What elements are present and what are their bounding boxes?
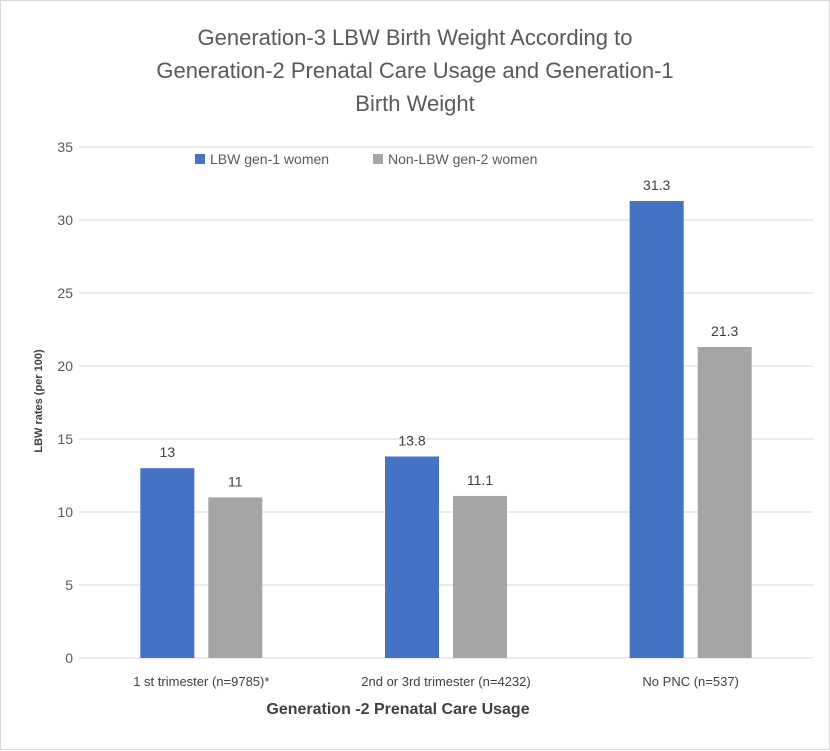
chart-title-line-3: Birth Weight — [355, 91, 474, 116]
legend: LBW gen-1 women Non-LBW gen-2 women — [195, 151, 537, 167]
bar-non-lbw-gen2-2 — [697, 347, 752, 658]
legend-swatch-1 — [373, 154, 383, 164]
chart-title-line-2: Generation-2 Prenatal Care Usage and Gen… — [156, 58, 673, 83]
data-label: 11 — [228, 473, 243, 489]
x-category-label: 1 st trimester (n=9785)* — [133, 674, 269, 689]
legend-label-1: Non-LBW gen-2 women — [388, 151, 537, 167]
y-tick-label: 10 — [57, 504, 73, 520]
x-category-label: No PNC (n=537) — [642, 674, 738, 689]
bar-non-lbw-gen2-1 — [453, 495, 507, 658]
data-label: 21.3 — [711, 323, 738, 339]
y-tick-label: 35 — [57, 139, 73, 155]
data-label: 11.1 — [467, 472, 493, 488]
x-axis-categories: 1 st trimester (n=9785)* 2nd or 3rd trime… — [133, 674, 739, 689]
y-tick-label: 15 — [57, 431, 73, 447]
y-tick-label: 25 — [57, 285, 73, 301]
legend-swatch-0 — [195, 154, 205, 164]
y-tick-label: 30 — [57, 212, 73, 228]
data-label: 13 — [160, 444, 176, 460]
chart-title-line-1: Generation-3 LBW Birth Weight According … — [198, 25, 633, 50]
bar-lbw-gen1-0 — [140, 468, 195, 658]
y-tick-label: 0 — [65, 650, 73, 666]
bars — [140, 201, 752, 658]
x-category-label: 2nd or 3rd trimester (n=4232) — [361, 674, 530, 689]
y-axis-ticks: 0 5 10 15 20 25 30 35 — [57, 139, 73, 666]
y-tick-label: 20 — [57, 358, 73, 374]
chart-title: Generation-3 LBW Birth Weight According … — [156, 25, 673, 116]
legend-label-0: LBW gen-1 women — [210, 151, 329, 167]
y-axis-title: LBW rates (per 100) — [33, 349, 45, 453]
data-label: 13.8 — [398, 433, 425, 449]
gridlines — [79, 146, 813, 659]
data-labels: 13 11 13.8 11.1 31.3 21.3 — [160, 177, 739, 489]
data-label: 31.3 — [643, 177, 670, 193]
bar-non-lbw-gen2-0 — [208, 497, 263, 658]
bar-lbw-gen1-1 — [385, 456, 439, 658]
x-axis-title: Generation -2 Prenatal Care Usage — [266, 701, 529, 718]
y-tick-label: 5 — [65, 577, 73, 593]
bar-lbw-gen1-2 — [629, 201, 684, 658]
